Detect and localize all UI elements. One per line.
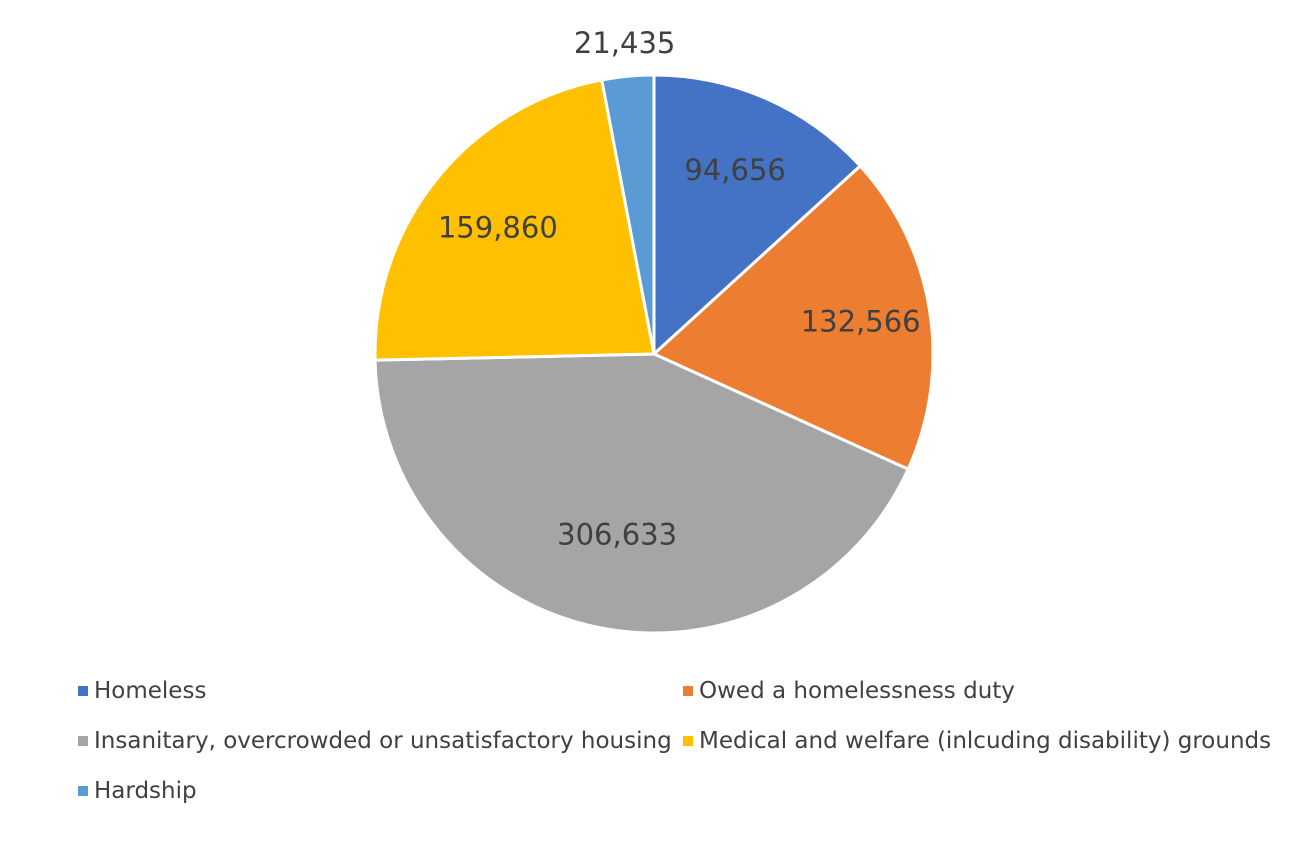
legend-item-owed-duty: Owed a homelessness duty xyxy=(683,678,1015,704)
legend-label: Homeless xyxy=(94,678,207,704)
legend-item-insanitary-housing: Insanitary, overcrowded or unsatisfactor… xyxy=(78,728,672,754)
data-label-hardship: 21,435 xyxy=(574,26,675,60)
data-label-homeless: 94,656 xyxy=(684,153,785,187)
legend-swatch xyxy=(683,686,693,696)
data-label-owed-duty: 132,566 xyxy=(801,304,921,338)
legend-item-homeless: Homeless xyxy=(78,678,206,704)
legend-swatch xyxy=(78,786,88,796)
legend-label: Insanitary, overcrowded or unsatisfactor… xyxy=(94,728,672,754)
pie-slice-insanitary-housing xyxy=(373,352,910,635)
legend-item-medical-welfare: Medical and welfare (inlcuding disabilit… xyxy=(683,728,1271,754)
data-label-insanitary-housing: 306,633 xyxy=(557,517,677,551)
data-label-medical-welfare: 159,860 xyxy=(438,211,558,245)
legend-swatch xyxy=(78,686,88,696)
legend-label: Medical and welfare (inlcuding disabilit… xyxy=(699,728,1272,754)
pie-data-labels: 94,656 132,566 306,633 159,860 21,435 xyxy=(438,26,921,552)
pie-slice-homeless xyxy=(652,73,862,356)
legend-label: Owed a homelessness duty xyxy=(699,678,1015,704)
legend-label: Hardship xyxy=(94,778,197,804)
pie-slice-owed-duty xyxy=(652,164,935,471)
legend-swatch xyxy=(683,736,693,746)
legend-swatch xyxy=(78,736,88,746)
pie-slice-hardship xyxy=(600,73,656,356)
pie-slices xyxy=(373,73,935,635)
pie-slice-medical-welfare xyxy=(373,78,656,362)
legend-item-hardship: Hardship xyxy=(78,778,197,804)
